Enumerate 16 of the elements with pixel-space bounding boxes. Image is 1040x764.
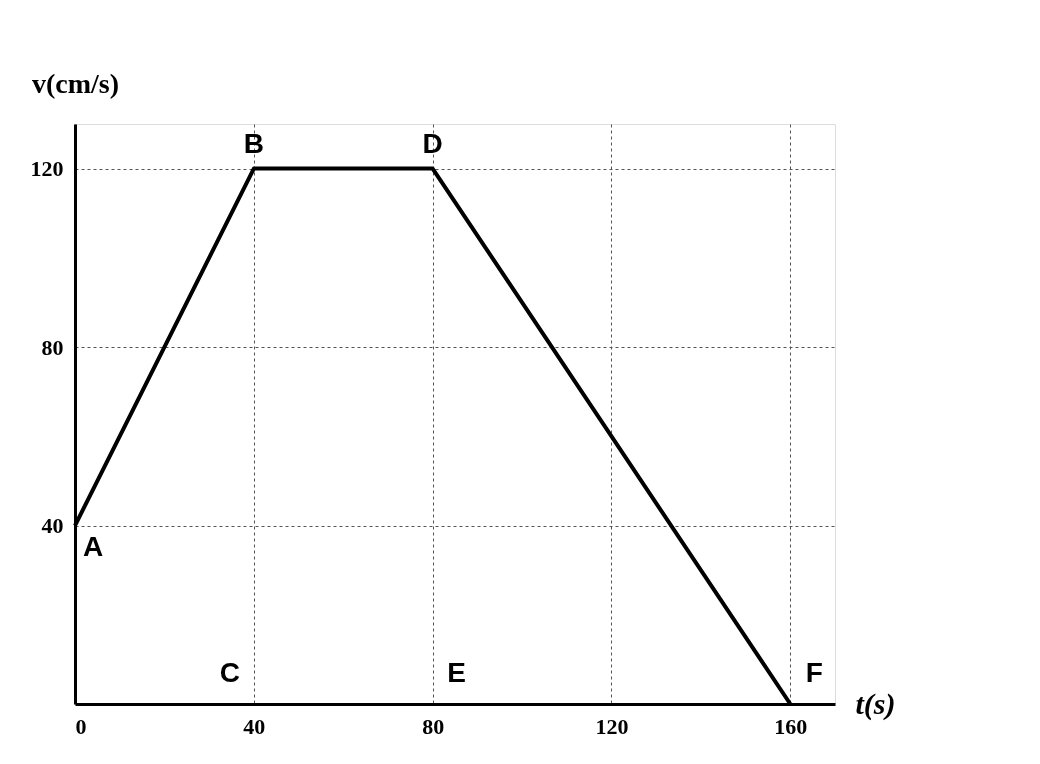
annotation: E [447,657,466,688]
x-axis-title: t(s) [855,686,896,721]
x-tick-label: 0 [75,713,87,739]
annotation: A [82,530,104,562]
annotation: F [805,657,823,688]
annotation: D [422,127,443,159]
y-tick-label: 80 [41,334,64,360]
y-axis-title: v(cm/s) [31,67,120,99]
annotation: C [219,657,240,688]
y-tick-label: 40 [41,513,64,539]
x-tick-label: 160 [774,713,808,739]
x-tick-label: 40 [243,713,266,739]
annotation: B [243,127,264,159]
x-tick-label: 80 [422,713,445,739]
y-tick-label: 120 [30,156,64,182]
x-tick-label: 120 [595,713,629,739]
